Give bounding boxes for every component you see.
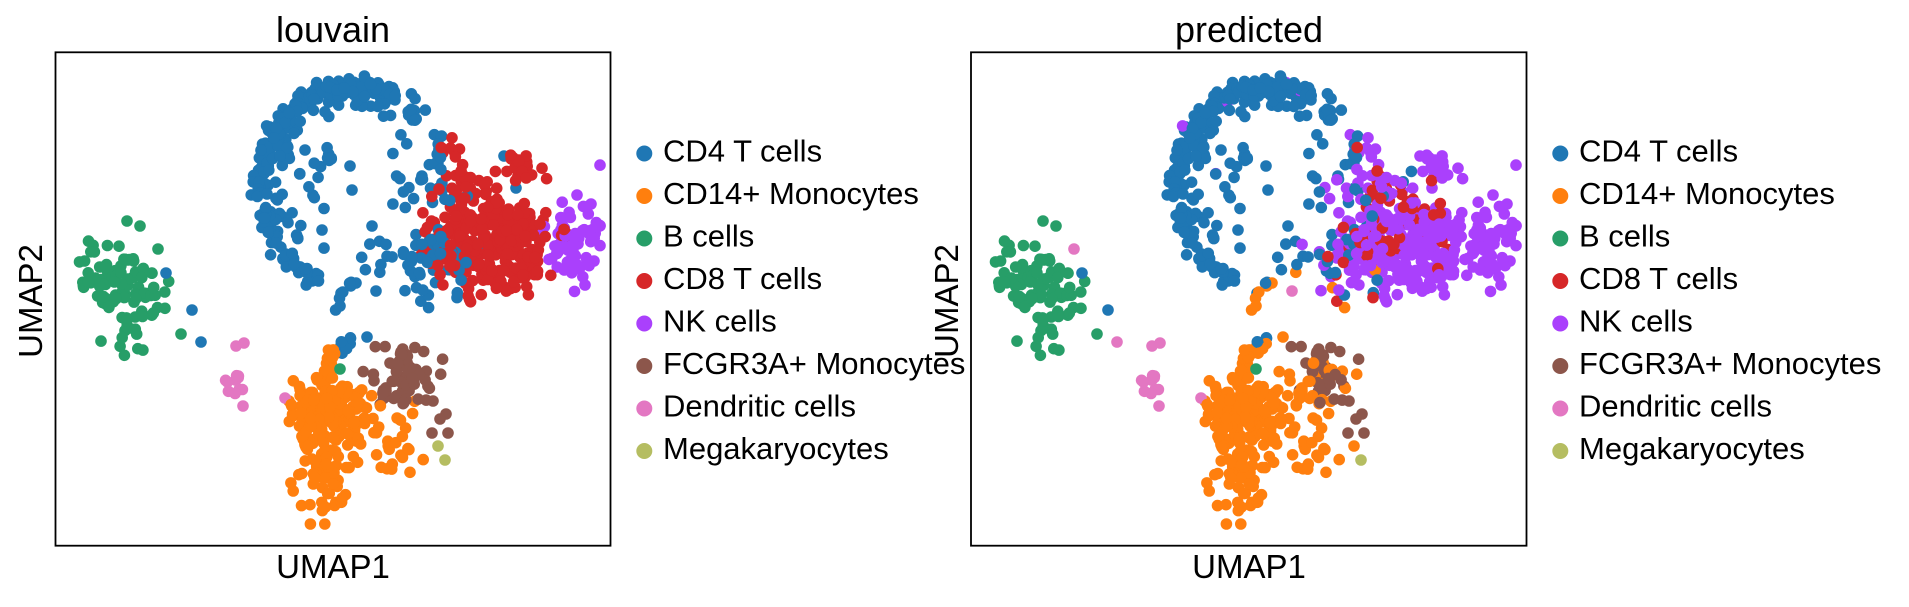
svg-text:FCGR3A+ Monocytes: FCGR3A+ Monocytes xyxy=(663,346,965,381)
svg-text:NK cells: NK cells xyxy=(1579,304,1693,339)
svg-text:CD14+ Monocytes: CD14+ Monocytes xyxy=(663,176,919,211)
svg-text:Megakaryocytes: Megakaryocytes xyxy=(663,431,889,466)
svg-text:CD14+ Monocytes: CD14+ Monocytes xyxy=(1579,176,1835,211)
svg-text:CD4 T cells: CD4 T cells xyxy=(1579,134,1738,169)
svg-text:UMAP2: UMAP2 xyxy=(928,244,965,358)
svg-text:Dendritic cells: Dendritic cells xyxy=(663,389,856,424)
svg-text:UMAP1: UMAP1 xyxy=(1192,548,1306,585)
svg-text:Megakaryocytes: Megakaryocytes xyxy=(1579,431,1805,466)
svg-text:B cells: B cells xyxy=(1579,219,1670,254)
svg-text:UMAP2: UMAP2 xyxy=(12,244,49,358)
svg-text:B cells: B cells xyxy=(663,219,754,254)
svg-text:predicted: predicted xyxy=(1175,9,1323,50)
svg-text:Dendritic cells: Dendritic cells xyxy=(1579,389,1772,424)
svg-text:louvain: louvain xyxy=(276,9,390,50)
svg-text:CD4 T cells: CD4 T cells xyxy=(663,134,822,169)
svg-text:FCGR3A+ Monocytes: FCGR3A+ Monocytes xyxy=(1579,346,1881,381)
svg-text:CD8 T cells: CD8 T cells xyxy=(1579,261,1738,296)
svg-text:NK cells: NK cells xyxy=(663,304,777,339)
svg-text:CD8 T cells: CD8 T cells xyxy=(663,261,822,296)
svg-text:UMAP1: UMAP1 xyxy=(276,548,390,585)
